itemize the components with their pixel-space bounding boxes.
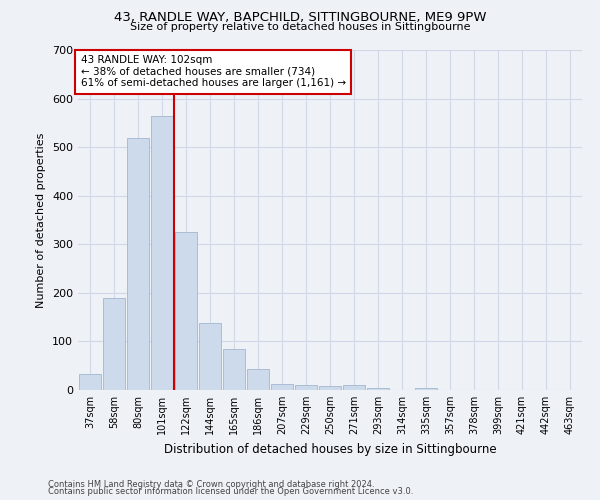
Text: Contains HM Land Registry data © Crown copyright and database right 2024.: Contains HM Land Registry data © Crown c… [48,480,374,489]
Text: 43 RANDLE WAY: 102sqm
← 38% of detached houses are smaller (734)
61% of semi-det: 43 RANDLE WAY: 102sqm ← 38% of detached … [80,55,346,88]
Bar [151,116,173,390]
Bar [199,323,221,390]
Text: 43, RANDLE WAY, BAPCHILD, SITTINGBOURNE, ME9 9PW: 43, RANDLE WAY, BAPCHILD, SITTINGBOURNE,… [114,11,486,24]
Bar [343,385,365,390]
Bar [295,385,317,390]
Text: Size of property relative to detached houses in Sittingbourne: Size of property relative to detached ho… [130,22,470,32]
Bar [367,388,389,390]
Bar [271,384,293,390]
Bar [127,138,149,390]
Bar [175,232,197,390]
Bar [415,388,437,390]
Y-axis label: Number of detached properties: Number of detached properties [37,132,46,308]
Bar [319,386,341,390]
Bar [223,348,245,390]
Bar [79,374,101,390]
Bar [247,369,269,390]
Text: Contains public sector information licensed under the Open Government Licence v3: Contains public sector information licen… [48,487,413,496]
X-axis label: Distribution of detached houses by size in Sittingbourne: Distribution of detached houses by size … [164,442,496,456]
Bar [103,298,125,390]
